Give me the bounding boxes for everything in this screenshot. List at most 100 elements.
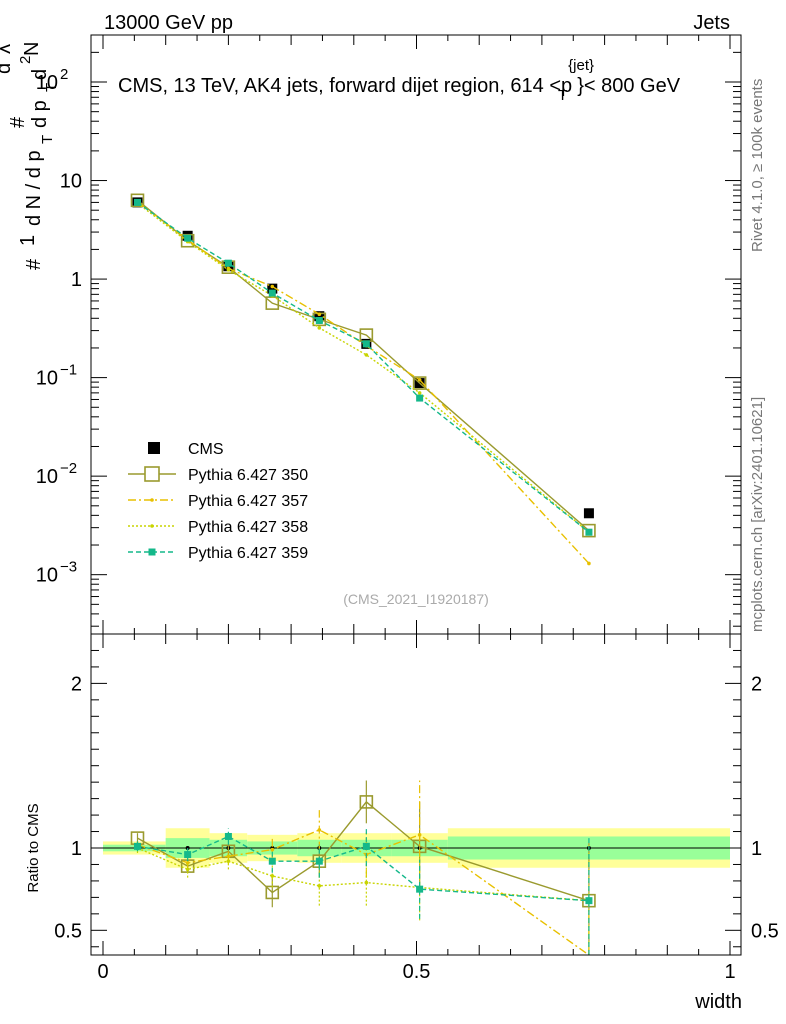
- legend-item-p357: Pythia 6.427 357: [128, 493, 308, 510]
- point-marker: [417, 378, 422, 382]
- top-line-p357: [137, 201, 590, 564]
- ylabel-d: d: [29, 69, 51, 80]
- ratio-marker: [417, 833, 422, 837]
- legend-item-cms: CMS: [148, 441, 224, 458]
- plot-title: CMS, 13 TeV, AK4 jets, forward dijet reg…: [118, 57, 681, 104]
- point-marker: [184, 234, 192, 242]
- ratio-marker: [364, 880, 369, 885]
- point-marker: [587, 561, 591, 566]
- ylabel-dn-dpt: d N / d p: [23, 150, 45, 226]
- y-tick-exponent: −3: [60, 559, 77, 576]
- title-suffix: }< 800 GeV: [577, 75, 681, 97]
- point-marker: [317, 326, 322, 330]
- title-p: p: [561, 75, 572, 97]
- ratio-line-p359: [137, 835, 589, 902]
- legend-label: Pythia 6.427 358: [188, 519, 308, 536]
- point-marker: [317, 312, 322, 317]
- cms-ratio-point: [185, 846, 190, 850]
- y-tick-label-bottom: 0.5: [54, 920, 82, 942]
- ylabel-hash-1: #: [23, 258, 45, 270]
- y-tick-label-bottom: 2: [71, 673, 82, 695]
- energy-label: 13000 GeV pp: [104, 12, 233, 34]
- ratio-line-p357: [137, 829, 590, 956]
- x-tick-label: 1: [724, 961, 735, 983]
- legend-item-p358: Pythia 6.427 358: [128, 519, 308, 536]
- point-marker: [412, 376, 427, 390]
- series-p357: [135, 199, 591, 956]
- y-tick-label-top: 10: [36, 368, 58, 390]
- point-marker: [270, 284, 275, 289]
- ratio-marker: [224, 832, 232, 840]
- point-marker: [133, 198, 141, 206]
- legend-label-cms: CMS: [188, 441, 224, 458]
- y-tick-label-top: 10: [36, 466, 58, 488]
- legend: CMS Pythia 6.427 350 Pythia 6.427 357 Pythi…: [128, 441, 308, 562]
- ratio-marker: [416, 885, 424, 893]
- ylabel-dp: d p: [29, 100, 51, 128]
- ratio-marker: [270, 874, 275, 878]
- point-marker: [130, 193, 145, 208]
- legend-marker: [150, 498, 154, 502]
- legend-label: Pythia 6.427 350: [188, 467, 308, 484]
- cms-point: [583, 508, 594, 519]
- bottom-frame: [90, 633, 742, 956]
- point-marker: [224, 259, 232, 267]
- legend-marker-cms: [148, 442, 160, 454]
- mcplots-label: mcplots.cern.ch [arXiv:2401.10621]: [749, 397, 766, 632]
- y-tick-label-top: 10: [36, 565, 58, 587]
- point-marker: [226, 268, 231, 272]
- y-axis-title-bottom: Ratio to CMS: [25, 803, 42, 892]
- ylabel-one: 1: [17, 235, 39, 246]
- ratio-marker: [585, 897, 593, 905]
- point-marker: [416, 394, 424, 402]
- ratio-marker: [315, 857, 323, 865]
- ratio-marker: [359, 795, 374, 809]
- point-marker: [364, 353, 369, 357]
- ratio-marker: [268, 857, 276, 865]
- point-marker: [315, 316, 323, 324]
- ratio-line-p358: [137, 847, 589, 902]
- legend-item-p350: Pythia 6.427 350: [128, 466, 308, 484]
- ratio-marker: [362, 842, 370, 850]
- y-tick-label-top: 1: [71, 269, 82, 291]
- observable-label: Jets: [693, 12, 730, 34]
- y-tick-label-bottom: 1: [71, 838, 82, 860]
- series-p359: [133, 198, 593, 955]
- title-prefix: CMS, 13 TeV, AK4 jets, forward dijet reg…: [118, 75, 561, 97]
- rivet-label: Rivet 4.1.0, ≥ 100k events: [749, 79, 766, 252]
- x-tick-label: 0: [97, 961, 108, 983]
- legend-marker: [148, 548, 156, 556]
- ylabel-t-sub-1: T: [39, 135, 56, 144]
- ratio-marker: [317, 884, 322, 888]
- ratio-marker: [226, 859, 231, 863]
- y-tick-exponent: −1: [60, 362, 77, 379]
- ylabel-t-sub-2: T: [43, 83, 60, 92]
- ylabel-d2: d: [0, 63, 15, 74]
- analysis-watermark: (CMS_2021_I1920187): [343, 591, 489, 607]
- ylabel-lambda: λ: [0, 44, 15, 54]
- y-tick-exponent: 2: [60, 66, 68, 83]
- y-tick-exponent: −2: [60, 460, 77, 477]
- y-tick-label-top: 10: [36, 72, 58, 94]
- ratio-marker: [317, 828, 322, 832]
- y-tick-label-top: 10: [60, 171, 82, 193]
- point-marker: [417, 391, 422, 395]
- title-subscript: T: [558, 87, 567, 104]
- top-line-p359: [137, 201, 590, 533]
- title-superscript: {jet}: [568, 57, 594, 74]
- point-marker: [268, 289, 276, 297]
- top-line-p358: [137, 202, 590, 533]
- cms-point: [314, 311, 325, 322]
- y-axis-title-top: # 1 d N / d p T # d p T d 2 N d λ: [0, 42, 60, 270]
- legend-marker: [144, 466, 160, 482]
- cms-point: [267, 283, 278, 294]
- legend-label: Pythia 6.427 357: [188, 493, 308, 510]
- ratio-marker: [185, 861, 190, 865]
- ratio-marker: [133, 842, 141, 850]
- ylabel-hash-2: #: [7, 116, 29, 128]
- y-tick-label-bottom-right: 0.5: [751, 920, 779, 942]
- ylabel-n: N: [21, 42, 43, 56]
- legend-label: Pythia 6.427 359: [188, 545, 308, 562]
